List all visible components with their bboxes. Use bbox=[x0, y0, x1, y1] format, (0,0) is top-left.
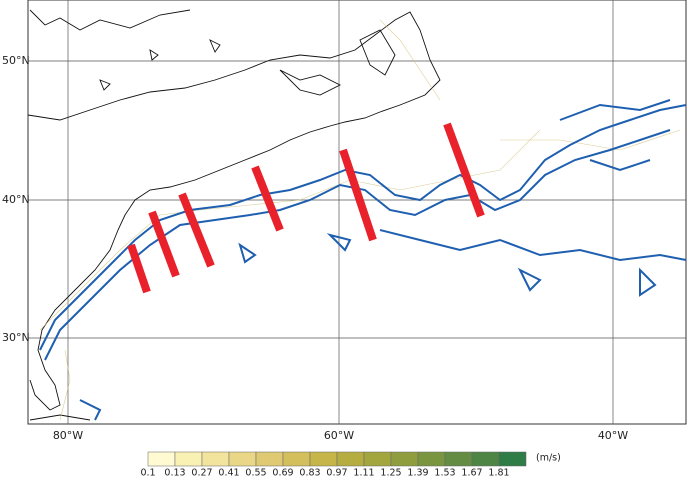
transect bbox=[251, 165, 284, 232]
transect bbox=[127, 243, 151, 294]
colorbar-label: 0.83 bbox=[299, 468, 320, 479]
colorbar-swatch bbox=[498, 451, 527, 467]
colorbar-label: 1.81 bbox=[488, 468, 509, 479]
colorbar-swatch bbox=[417, 451, 446, 467]
lat-label: 30°N bbox=[2, 331, 30, 344]
colorbar-swatch bbox=[471, 451, 500, 467]
colorbar-swatch bbox=[363, 451, 392, 467]
colorbar-label: 0.27 bbox=[191, 468, 212, 479]
map-area: 50°N 40°N 30°N 80°W 60°W 40°W bbox=[2, 0, 687, 442]
colorbar-swatch bbox=[309, 451, 338, 467]
colorbar-swatch bbox=[147, 451, 176, 467]
transects bbox=[127, 122, 485, 294]
lon-label: 60°W bbox=[324, 429, 354, 442]
colorbar-swatch bbox=[201, 451, 230, 467]
colorbar-swatch bbox=[228, 451, 257, 467]
colorbar-label: 0.69 bbox=[272, 468, 293, 479]
lon-label: 80°W bbox=[53, 429, 83, 442]
colorbar-label: 0.13 bbox=[164, 468, 185, 479]
coastline bbox=[27, 9, 441, 421]
velocity-vectors bbox=[39, 19, 681, 421]
lat-label: 40°N bbox=[2, 193, 30, 206]
lat-label: 50°N bbox=[2, 54, 30, 67]
colorbar-swatch bbox=[336, 451, 365, 467]
colorbar-label: 1.53 bbox=[434, 468, 455, 479]
colorbar: (m/s) 0.1 0.13 0.27 0.41 0.55 0.69 0.83 0.97 1.1… bbox=[140, 451, 561, 479]
current-contours bbox=[39, 99, 687, 421]
colorbar-unit: (m/s) bbox=[536, 453, 561, 464]
colorbar-label: 0.41 bbox=[218, 468, 239, 479]
map-frame bbox=[27, 0, 687, 425]
colorbar-label: 1.11 bbox=[353, 468, 374, 479]
transect bbox=[443, 122, 485, 218]
colorbar-swatch bbox=[282, 451, 311, 467]
colorbar-label: 1.67 bbox=[461, 468, 482, 479]
transect bbox=[339, 148, 377, 242]
colorbar-label: 0.1 bbox=[140, 468, 155, 479]
lon-label: 40°W bbox=[598, 429, 628, 442]
colorbar-swatch bbox=[255, 451, 284, 467]
colorbar-swatch bbox=[174, 451, 203, 467]
colorbar-label: 0.97 bbox=[326, 468, 347, 479]
colorbar-label: 1.25 bbox=[380, 468, 401, 479]
colorbar-swatch bbox=[444, 451, 473, 467]
colorbar-label: 0.55 bbox=[245, 468, 266, 479]
transect bbox=[148, 210, 180, 278]
transect bbox=[178, 192, 215, 268]
colorbar-label: 1.39 bbox=[407, 468, 428, 479]
colorbar-swatch bbox=[390, 451, 419, 467]
